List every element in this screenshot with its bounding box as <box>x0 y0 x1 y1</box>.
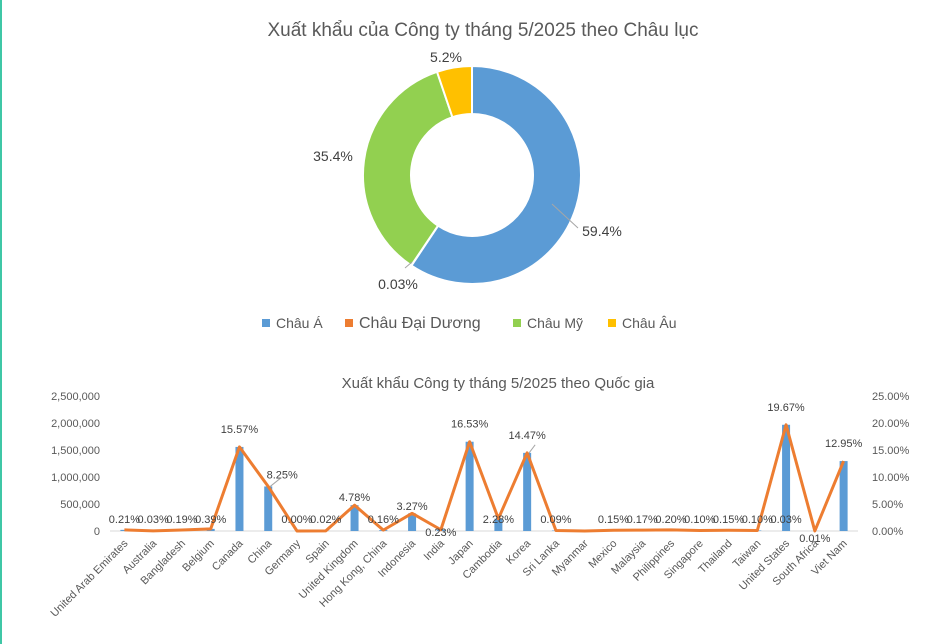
y2-tick-label-2: 10.00% <box>872 472 910 484</box>
y-tick-label-0: 0 <box>94 526 100 538</box>
y-tick-label-4: 2,000,000 <box>51 418 100 430</box>
donut-title: Xuất khẩu của Công ty tháng 5/2025 theo … <box>268 20 699 41</box>
line-data-label-24: 0.01% <box>799 533 830 545</box>
line-data-label-25: 12.95% <box>825 438 863 450</box>
donut-legend: Châu Á Châu Đại Dương Châu Mỹ Châu Âu <box>262 315 676 332</box>
line-data-label-18: 0.17% <box>627 514 658 526</box>
line-data-label-5: 8.25% <box>267 469 298 481</box>
legend-swatch-1 <box>345 319 353 327</box>
donut-leader-line-0 <box>551 203 579 229</box>
bar-10 <box>408 513 417 531</box>
donut-data-label-2: 35.4% <box>313 148 353 164</box>
line-data-label-8: 4.78% <box>339 492 370 504</box>
bar-25 <box>839 461 848 531</box>
legend-swatch-3 <box>608 319 616 327</box>
bar-8 <box>350 505 359 531</box>
y2-tick-label-1: 5.00% <box>872 499 903 511</box>
line-data-label-23: 19.67% <box>767 402 805 414</box>
combo-chart: 0 500,000 1,000,000 1,500,000 2,000,000 2,500… <box>49 391 910 620</box>
line-data-label-7: 0.02% <box>310 514 341 526</box>
bar-23 <box>782 424 791 531</box>
korea-leader-line <box>528 444 536 454</box>
line-data-label-20: 0.10% <box>684 514 715 526</box>
percent-line <box>124 423 846 533</box>
category-label-11: India <box>422 537 448 563</box>
line-data-label-22: 0.10% <box>742 514 773 526</box>
category-label-4: Canada <box>210 537 246 573</box>
y-tick-label-1: 500,000 <box>60 499 100 511</box>
donut-leader-line-1 <box>404 261 413 269</box>
y-tick-label-3: 1,500,000 <box>51 445 100 457</box>
line-data-label-12: 16.53% <box>451 419 489 431</box>
donut-chart: 59.4% 0.03% 35.4% 5.2% <box>313 49 622 292</box>
donut-data-label-0: 59.4% <box>582 223 622 239</box>
donut-slice-2 <box>362 70 454 267</box>
line-data-label-2: 0.19% <box>166 514 197 526</box>
bar-12 <box>465 441 474 531</box>
y2-tick-label-5: 25.00% <box>872 391 910 403</box>
line-data-label-10: 3.27% <box>396 501 427 513</box>
line-data-label-19: 0.20% <box>655 514 686 526</box>
legend-label-1: Châu Đại Dương <box>359 315 481 332</box>
legend-swatch-2 <box>513 319 521 327</box>
line-data-label-13: 2.28% <box>483 514 514 526</box>
line-data-label-17: 0.15% <box>598 514 629 526</box>
legend-label-0: Châu Á <box>276 315 323 331</box>
y2-tick-label-0: 0.00% <box>872 526 903 538</box>
line-data-label-15: 0.09% <box>540 514 571 526</box>
legend-swatch-0 <box>262 319 270 327</box>
line-data-label-0: 0.21% <box>109 514 140 526</box>
bar-5 <box>264 486 273 531</box>
donut-slice-0 <box>410 64 582 285</box>
line-data-label-3: 0.39% <box>195 514 226 526</box>
category-label-0: United Arab Emirates <box>49 537 131 619</box>
line-data-label-11: 0.23% <box>425 527 456 539</box>
line-data-label-4: 15.57% <box>221 424 259 436</box>
category-label-3: Belgium <box>180 538 217 575</box>
y-tick-label-5: 2,500,000 <box>51 391 100 403</box>
line-data-label-21: 0.15% <box>713 514 744 526</box>
legend-label-2: Châu Mỹ <box>527 315 583 331</box>
line-data-label-6: 0.00% <box>281 514 312 526</box>
donut-data-label-3: 5.2% <box>430 49 462 65</box>
left-edge-accent <box>0 0 2 644</box>
donut-slice-3 <box>435 64 473 119</box>
line-data-label-14: 14.47% <box>508 430 546 442</box>
legend-label-3: Châu Âu <box>622 315 676 331</box>
line-extra-label: 0.03% <box>770 514 801 526</box>
bar-14 <box>523 452 532 531</box>
line-data-label-9: 0.16% <box>368 514 399 526</box>
y2-tick-label-3: 15.00% <box>872 445 910 457</box>
bar-13 <box>494 518 503 531</box>
line-data-label-1: 0.03% <box>138 514 169 526</box>
y2-tick-label-4: 20.00% <box>872 418 910 430</box>
combo-title: Xuất khẩu Công ty tháng 5/2025 theo Quốc… <box>342 375 655 392</box>
china-leader-line <box>269 478 281 487</box>
bar-4 <box>235 446 244 531</box>
donut-data-label-1: 0.03% <box>378 276 418 292</box>
y-tick-label-2: 1,000,000 <box>51 472 100 484</box>
